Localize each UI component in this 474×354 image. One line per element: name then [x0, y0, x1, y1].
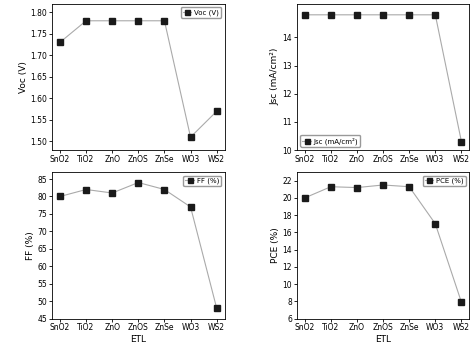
X-axis label: ETL: ETL	[130, 181, 146, 190]
Y-axis label: PCE (%): PCE (%)	[271, 228, 280, 263]
Jsc (mA/cm²)	[380, 13, 386, 17]
Jsc (mA/cm²)	[458, 139, 464, 144]
X-axis label: ETL: ETL	[375, 181, 391, 190]
Legend: PCE (%): PCE (%)	[423, 176, 466, 186]
FF (%)	[109, 191, 115, 195]
Line: PCE (%): PCE (%)	[302, 182, 464, 305]
Line: Voc (V): Voc (V)	[57, 18, 219, 140]
Line: Jsc (mA/cm²): Jsc (mA/cm²)	[302, 12, 464, 144]
FF (%)	[188, 205, 193, 209]
Jsc (mA/cm²)	[302, 13, 308, 17]
Legend: FF (%): FF (%)	[183, 176, 221, 186]
FF (%)	[136, 181, 141, 185]
Voc (V)	[83, 19, 89, 23]
Voc (V)	[136, 19, 141, 23]
Voc (V)	[188, 135, 193, 139]
Y-axis label: Voc (V): Voc (V)	[18, 61, 27, 93]
X-axis label: ETL: ETL	[375, 335, 391, 344]
Jsc (mA/cm²)	[432, 13, 438, 17]
Jsc (mA/cm²)	[328, 13, 334, 17]
FF (%)	[162, 187, 167, 192]
Text: (e): (e)	[67, 198, 82, 208]
Text: (f): (f)	[313, 198, 326, 208]
Y-axis label: Jsc (mA/cm²): Jsc (mA/cm²)	[271, 48, 280, 105]
Voc (V)	[214, 109, 219, 113]
Voc (V)	[162, 19, 167, 23]
PCE (%)	[328, 184, 334, 189]
Legend: Voc (V): Voc (V)	[181, 7, 221, 18]
Jsc (mA/cm²)	[406, 13, 412, 17]
FF (%)	[83, 187, 89, 192]
X-axis label: ETL: ETL	[130, 335, 146, 344]
Voc (V)	[57, 40, 63, 45]
PCE (%)	[380, 183, 386, 187]
PCE (%)	[406, 184, 412, 189]
Y-axis label: FF (%): FF (%)	[26, 231, 35, 260]
PCE (%)	[432, 222, 438, 226]
FF (%)	[57, 194, 63, 199]
PCE (%)	[302, 196, 308, 200]
PCE (%)	[458, 300, 464, 304]
PCE (%)	[354, 185, 360, 190]
Line: FF (%): FF (%)	[57, 180, 219, 311]
Voc (V)	[109, 19, 115, 23]
Legend: Jsc (mA/cm²): Jsc (mA/cm²)	[301, 135, 360, 147]
FF (%)	[214, 306, 219, 310]
Jsc (mA/cm²)	[354, 13, 360, 17]
